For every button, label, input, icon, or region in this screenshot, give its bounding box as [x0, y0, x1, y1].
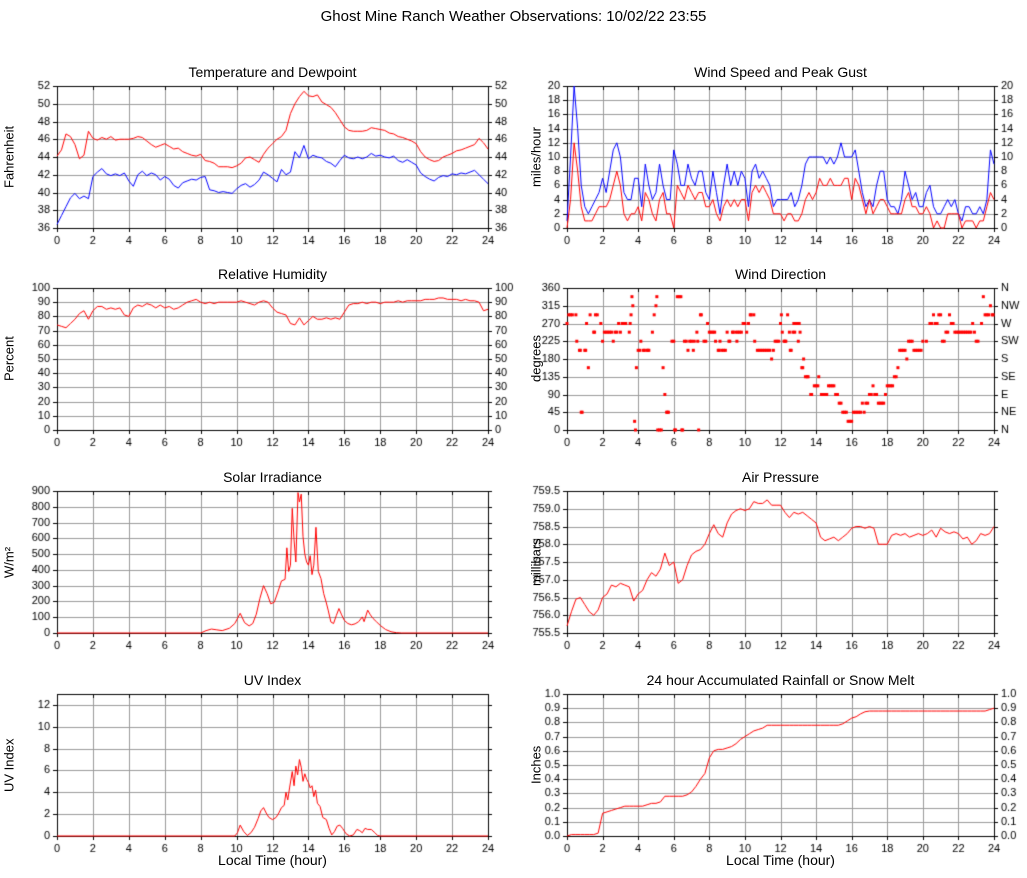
chart-wind-direction: Wind Direction degrees: [513, 264, 1027, 464]
chart-rainfall: 24 hour Accumulated Rainfall or Snow Mel…: [513, 670, 1027, 878]
temperature-dewpoint-plot: [0, 62, 514, 252]
wind-speed-gust-plot: [513, 62, 1027, 252]
chart-wind-speed-gust: Wind Speed and Peak Gust miles/hour: [513, 62, 1027, 262]
chart-relative-humidity: Relative Humidity Percent: [0, 264, 514, 464]
chart-uv-index: UV Index UV Index Local Time (hour): [0, 670, 514, 878]
chart-solar-irradiance: Solar Irradiance W/m²: [0, 467, 514, 667]
page-title: Ghost Mine Ranch Weather Observations: 1…: [320, 8, 707, 25]
uv-index-plot: [0, 670, 514, 860]
wind-direction-plot: [513, 264, 1027, 454]
x-axis-label: Local Time (hour): [726, 852, 835, 868]
x-axis-label: Local Time (hour): [218, 852, 327, 868]
chart-temperature-dewpoint: Temperature and Dewpoint Fahrenheit: [0, 62, 514, 262]
rainfall-plot: [513, 670, 1027, 860]
air-pressure-plot: [513, 467, 1027, 657]
chart-air-pressure: Air Pressure millibars: [513, 467, 1027, 667]
solar-irradiance-plot: [0, 467, 514, 657]
relative-humidity-plot: [0, 264, 514, 454]
